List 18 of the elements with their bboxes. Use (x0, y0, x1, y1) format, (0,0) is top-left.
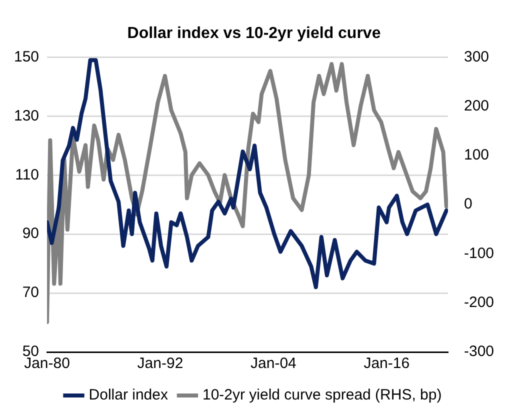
legend-label: 10-2yr yield curve spread (RHS, bp) (202, 386, 442, 404)
y2-tick-label: -200 (464, 294, 494, 312)
x-tick-label: Jan-92 (137, 355, 184, 372)
y-tick-label: 70 (22, 284, 40, 302)
y-tick-label: 90 (22, 225, 40, 242)
x-tick-label: Jan-04 (250, 355, 296, 372)
y-tick-label: 130 (14, 107, 40, 124)
y2-tick-label: 100 (464, 146, 490, 164)
chart-title: Dollar index vs 10-2yr yield curve (127, 25, 381, 42)
y2-tick-label: 200 (464, 97, 490, 114)
y2-tick-label: 0 (464, 196, 472, 213)
y-tick-label: 110 (15, 166, 40, 184)
y2-tick-label: -100 (464, 244, 494, 262)
x-tick-label: Jan-16 (364, 355, 410, 372)
y-tick-label: 150 (14, 48, 40, 66)
y2-tick-label: -300 (464, 343, 494, 360)
legend-label: Dollar index (88, 386, 168, 404)
y2-tick-label: 300 (464, 48, 490, 66)
